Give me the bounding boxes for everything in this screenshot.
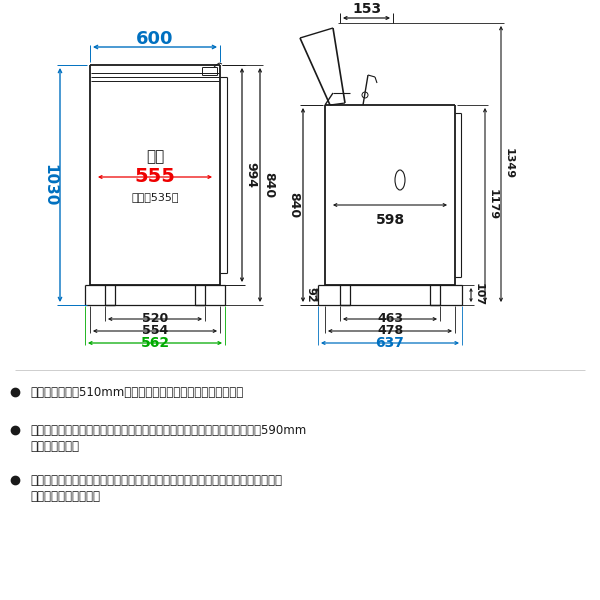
Text: 637: 637 bbox=[376, 336, 404, 350]
Text: 554: 554 bbox=[142, 325, 168, 337]
Text: 奖行（内寸）が510mmより大きな防水パンに設置できます。: 奖行（内寸）が510mmより大きな防水パンに設置できます。 bbox=[30, 385, 243, 398]
Text: 520: 520 bbox=[142, 313, 168, 325]
Text: 562: 562 bbox=[140, 336, 170, 350]
Text: 寸法図の青色は総外形寸法、赤色はボディ幅、緑色は左右の手掛け部を含むボデ: 寸法図の青色は総外形寸法、赤色はボディ幅、緑色は左右の手掛け部を含むボデ bbox=[30, 473, 282, 487]
Text: 1349: 1349 bbox=[504, 148, 514, 179]
Text: 840: 840 bbox=[287, 192, 301, 218]
Text: 92: 92 bbox=[305, 287, 315, 303]
Text: 1030: 1030 bbox=[43, 164, 58, 206]
Text: 463: 463 bbox=[377, 313, 403, 325]
Text: 600: 600 bbox=[136, 30, 174, 48]
Text: 153: 153 bbox=[352, 2, 381, 16]
Text: 1179: 1179 bbox=[488, 190, 498, 221]
Text: 840: 840 bbox=[263, 172, 275, 198]
Text: 防水パンに設置する場合は、本体後方の壁面から防水パン前部の内側まで590mm: 防水パンに設置する場合は、本体後方の壁面から防水パン前部の内側まで590mm bbox=[30, 424, 306, 437]
Text: 107: 107 bbox=[474, 283, 484, 307]
Text: （前面535）: （前面535） bbox=[131, 192, 179, 202]
Text: 994: 994 bbox=[245, 162, 257, 188]
Text: 478: 478 bbox=[377, 325, 403, 337]
Text: 以上必要です。: 以上必要です。 bbox=[30, 440, 79, 454]
Text: 555: 555 bbox=[134, 167, 175, 187]
Text: 598: 598 bbox=[376, 213, 404, 227]
Text: 後面: 後面 bbox=[146, 149, 164, 164]
Text: ィ幅を示しています。: ィ幅を示しています。 bbox=[30, 491, 100, 503]
